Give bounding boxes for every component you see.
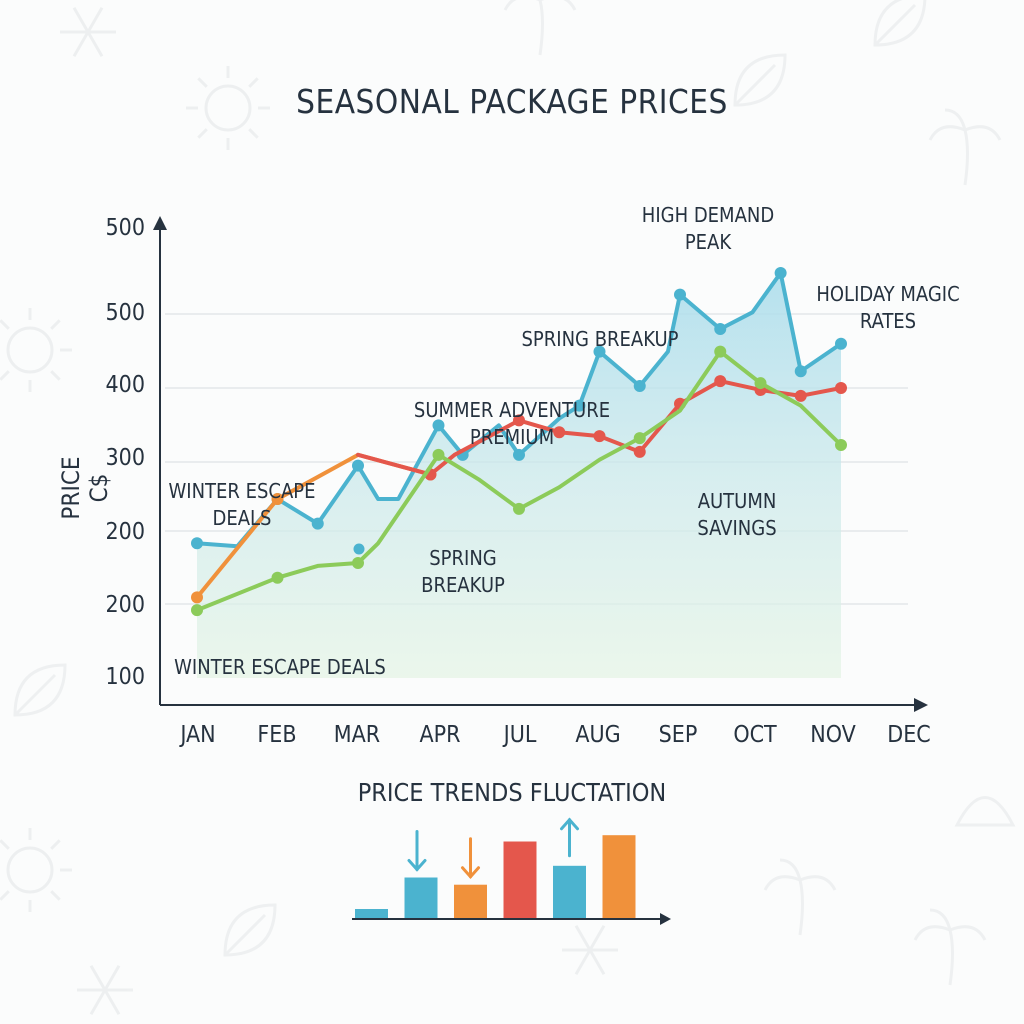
x-tick-label: MAR xyxy=(334,722,380,748)
area-fill xyxy=(197,272,841,678)
annotation-label: SUMMER ADVENTURE PREMIUM xyxy=(414,398,610,449)
annotation-label: WINTER ESCAPE DEALS xyxy=(174,655,386,679)
data-point xyxy=(714,375,727,388)
annotation-label: HIGH DEMAND PEAK xyxy=(642,203,774,254)
data-point xyxy=(271,493,284,506)
arrow-down-icon xyxy=(461,837,480,879)
data-point xyxy=(633,432,646,445)
arrow-up-icon xyxy=(560,817,579,858)
x-tick-label: NOV xyxy=(810,722,856,748)
data-point xyxy=(513,414,525,427)
x-tick-label: SEP xyxy=(659,722,698,748)
palm-icon xyxy=(928,108,1002,186)
data-point xyxy=(674,288,686,301)
series-line-3 xyxy=(195,349,843,613)
data-point xyxy=(794,389,807,402)
x-tick-label: DEC xyxy=(887,722,930,748)
x-tick-label: FEB xyxy=(257,722,296,748)
data-point xyxy=(774,266,787,279)
data-point xyxy=(714,323,727,336)
annotation-label: AUTUMN SAVINGS xyxy=(697,489,776,540)
mini-bar-chart xyxy=(352,817,671,925)
data-point xyxy=(513,448,525,461)
data-point xyxy=(633,445,646,458)
data-point xyxy=(835,337,847,350)
data-point xyxy=(191,591,203,604)
data-point xyxy=(593,345,606,358)
x-axis-arrow xyxy=(914,698,928,712)
data-point xyxy=(191,604,203,617)
mini-bar-axis-arrow xyxy=(660,913,671,925)
series-line-2 xyxy=(356,379,843,477)
chart-title: SEASONAL PACKAGE PRICES xyxy=(296,82,728,121)
bar-chart-title: PRICE TRENDS FLUCTATION xyxy=(357,778,667,807)
x-tick-label: AUG xyxy=(575,722,620,748)
y-tick-label: 300 xyxy=(106,445,146,471)
sun-icon xyxy=(0,308,72,392)
data-point xyxy=(835,438,847,451)
y-tick-label: 400 xyxy=(106,372,146,398)
arrow-down-icon xyxy=(407,830,427,872)
leaf-icon xyxy=(13,663,67,717)
palm-icon xyxy=(763,858,837,936)
leaf-icon xyxy=(873,0,927,47)
palm-icon xyxy=(503,0,577,56)
x-tick-label: OCT xyxy=(733,722,777,748)
data-point xyxy=(352,556,364,569)
snowflake-icon xyxy=(562,925,618,975)
data-point xyxy=(794,365,807,378)
data-point xyxy=(573,399,586,412)
series-area xyxy=(197,272,841,678)
data-point xyxy=(754,377,767,390)
data-point xyxy=(593,430,606,443)
data-point xyxy=(835,381,847,394)
shell-icon xyxy=(954,796,1016,827)
annotation-label: WINTER ESCAPE DEALS xyxy=(168,479,315,530)
data-point xyxy=(352,459,364,472)
y-tick-labels: 100 200 200 300 400 500 500 xyxy=(106,215,146,690)
snowflake-icon xyxy=(60,7,116,57)
annotation-label: SPRING BREAKUP xyxy=(421,546,505,597)
y-tick-label: 500 xyxy=(106,300,146,326)
data-point xyxy=(353,543,365,555)
mini-bar xyxy=(404,877,438,918)
data-point xyxy=(553,426,566,439)
y-tick-label: 500 xyxy=(106,215,146,241)
data-point xyxy=(513,502,525,515)
data-point xyxy=(311,517,324,530)
mini-bar xyxy=(454,884,487,918)
mini-bar xyxy=(553,865,586,918)
data-point xyxy=(271,571,284,584)
sun-icon xyxy=(0,828,72,912)
snowflake-icon xyxy=(77,965,133,1015)
y-tick-label: 100 xyxy=(106,664,146,690)
mini-bar xyxy=(503,841,537,918)
x-tick-label: JAN xyxy=(178,722,215,748)
palm-icon xyxy=(913,908,987,986)
y-tick-label: 200 xyxy=(106,592,146,618)
sun-icon xyxy=(186,66,270,150)
data-point xyxy=(191,537,203,550)
mini-bar xyxy=(355,909,388,918)
mini-bar xyxy=(602,835,636,918)
annotation-label: HOLIDAY MAGIC RATES xyxy=(816,282,959,333)
axes xyxy=(153,216,928,712)
leaf-icon xyxy=(223,903,277,957)
data-point xyxy=(432,448,445,461)
data-point xyxy=(714,345,727,358)
x-tick-labels: JAN FEB MAR APR JUL AUG SEP OCT NOV DEC xyxy=(178,722,930,748)
y-tick-label: 200 xyxy=(106,519,146,545)
x-tick-label: JUL xyxy=(502,722,537,748)
leaf-icon xyxy=(733,53,787,107)
x-tick-label: APR xyxy=(419,722,460,748)
annotations: HIGH DEMAND PEAK HOLIDAY MAGIC RATES SPRING … xyxy=(168,203,959,679)
series-lines xyxy=(191,266,847,617)
y-axis-arrow xyxy=(153,216,167,230)
annotation-label: SPRING BREAKUP xyxy=(522,327,679,351)
data-point xyxy=(633,380,646,393)
data-point xyxy=(432,419,445,432)
series-line-0 xyxy=(195,270,843,549)
